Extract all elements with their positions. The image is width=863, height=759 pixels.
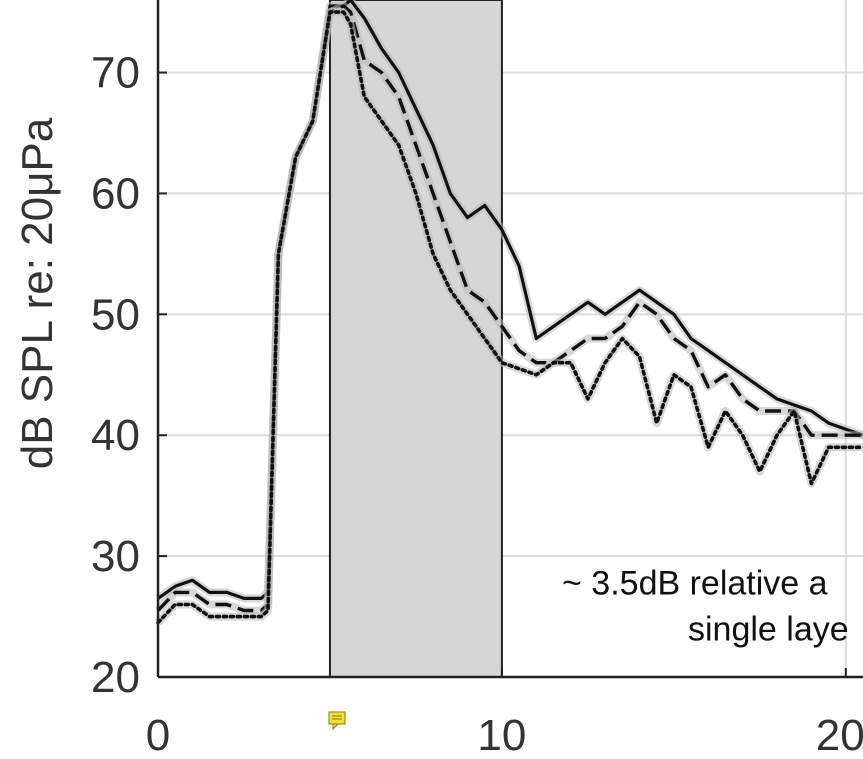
y-tick-label: 50 xyxy=(91,290,140,339)
x-tick-label: 20 xyxy=(816,711,863,759)
y-tick-label: 30 xyxy=(91,532,140,581)
annotation-line-1: ~ 3.5dB relative a xyxy=(562,565,828,603)
x-tick-label: 0 xyxy=(146,711,170,759)
comment-icon[interactable] xyxy=(328,711,346,731)
y-axis-label: dB SPL re: 20μPa xyxy=(13,117,62,469)
y-tick-label: 20 xyxy=(91,653,140,702)
tick-labels: 20 30 40 50 60 70 0 10 20 xyxy=(91,49,863,759)
series-2-line xyxy=(156,4,863,613)
annotation-line-2: single laye xyxy=(688,611,849,649)
x-tick-label: 10 xyxy=(477,711,526,759)
y-tick-label: 70 xyxy=(91,49,140,98)
y-tick-label: 60 xyxy=(91,169,140,218)
series-1-band xyxy=(155,0,863,603)
y-tick-label: 40 xyxy=(91,411,140,460)
series-3-line xyxy=(156,10,863,625)
series-3-band xyxy=(155,8,863,626)
series-group xyxy=(155,0,863,626)
axes xyxy=(156,0,863,679)
series-1-line xyxy=(157,0,863,601)
series-2-band xyxy=(155,2,863,615)
